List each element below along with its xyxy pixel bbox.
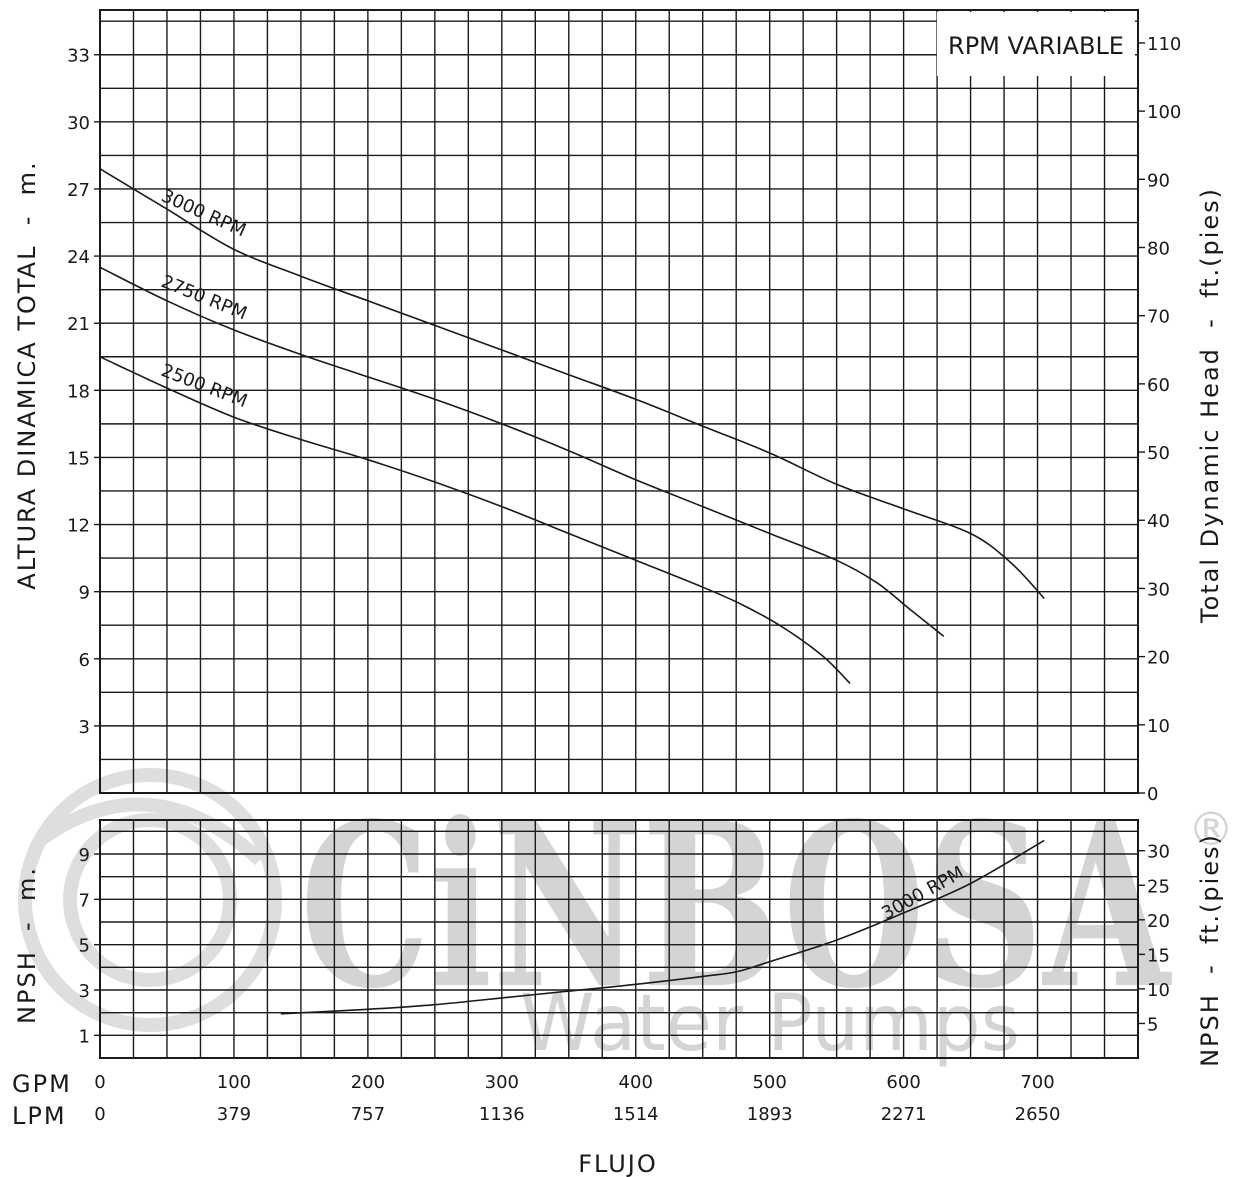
- head-curve-2750-rpm: [99, 266, 945, 638]
- lpm-row-label: LPM: [12, 1102, 67, 1130]
- head-ft-tick-label: 90: [1147, 170, 1170, 191]
- head-ft-tick-label: 50: [1147, 443, 1170, 464]
- lpm-tick-label: 0: [94, 1104, 105, 1125]
- gpm-tick-label: 300: [485, 1072, 519, 1093]
- gpm-tick-label: 200: [351, 1072, 385, 1093]
- gpm-tick-label: 400: [619, 1072, 653, 1093]
- head-curve-2500-rpm: [99, 356, 851, 684]
- head-ft-tick-label: 0: [1147, 784, 1158, 805]
- gpm-tick-label: 500: [752, 1072, 786, 1093]
- npsh-ft-tick-label: 30: [1147, 842, 1170, 863]
- head-ft-tick-label: 40: [1147, 511, 1170, 532]
- head-ft-tick-label: 10: [1147, 716, 1170, 737]
- head-ft-tick-label: 100: [1147, 102, 1181, 123]
- head-m-tick-labels: 3 6 9 12 15 18 21 24 27 30 33: [67, 46, 100, 738]
- npsh-m-tick-label: 9: [79, 845, 90, 866]
- npsh-ft-tick-label: 10: [1147, 980, 1170, 1001]
- lpm-tick-label: 1136: [479, 1104, 525, 1125]
- npsh-chart-frame: [99, 819, 1139, 1059]
- npsh-m-tick-label: 5: [79, 936, 90, 957]
- series-label-3000-top: 3000 RPM: [158, 185, 249, 241]
- npsh-ft-tick-labels: 5 10 15 20 25 30: [1138, 842, 1170, 1035]
- watermark-registered-mark: ®: [1188, 802, 1234, 856]
- head-chart-grid: [100, 10, 1138, 793]
- npsh-m-tick-label: 7: [79, 890, 90, 911]
- head-ft-tick-label: 60: [1147, 375, 1170, 396]
- lpm-tick-label: 757: [351, 1104, 385, 1125]
- head-m-tick-label: 24: [67, 247, 90, 268]
- head-m-tick-label: 21: [67, 314, 90, 335]
- chart-title: RPM VARIABLE: [948, 32, 1124, 60]
- head-ft-tick-labels: 0 10 20 30 40 50 60 70 80 90 100 110: [1138, 34, 1181, 805]
- head-m-tick-label: 15: [67, 448, 90, 469]
- lpm-tick-label: 379: [217, 1104, 251, 1125]
- title-box: [937, 12, 1135, 76]
- lpm-tick-labels: 0 379 757 1136 1514 1893 2271 2650: [94, 1104, 1060, 1125]
- head-ft-tick-label: 30: [1147, 579, 1170, 600]
- head-m-tick-label: 27: [67, 180, 90, 201]
- npsh-m-tick-label: 3: [79, 981, 90, 1002]
- head-ft-axis-label: Total Dynamic Head - ft.(pies): [1196, 187, 1224, 624]
- npsh-ft-axis-label: NPSH - ft.(pies): [1196, 833, 1224, 1067]
- head-ft-tick-label: 110: [1147, 34, 1181, 55]
- npsh-m-tick-label: 1: [79, 1026, 90, 1047]
- head-m-tick-label: 33: [67, 46, 90, 67]
- head-m-tick-label: 30: [67, 113, 90, 134]
- head-m-tick-label: 12: [67, 516, 90, 537]
- gpm-row-label: GPM: [12, 1070, 72, 1098]
- gpm-tick-label: 0: [94, 1072, 105, 1093]
- head-m-tick-label: 9: [79, 583, 90, 604]
- head-m-tick-label: 18: [67, 381, 90, 402]
- npsh-ft-tick-label: 25: [1147, 876, 1170, 897]
- gpm-tick-label: 100: [217, 1072, 251, 1093]
- series-label-2750: 2750 RPM: [158, 271, 250, 324]
- lpm-tick-label: 1514: [613, 1104, 659, 1125]
- head-m-tick-label: 6: [79, 650, 90, 671]
- head-chart-frame: [99, 9, 1139, 794]
- head-ft-tick-label: 80: [1147, 238, 1170, 259]
- head-m-axis-label: ALTURA DINAMICA TOTAL - m.: [13, 160, 41, 589]
- npsh-ft-tick-label: 15: [1147, 945, 1170, 966]
- npsh-m-axis-label: NPSH - m.: [13, 866, 41, 1024]
- npsh-chart-grid: [100, 820, 1138, 1058]
- lpm-tick-label: 2650: [1015, 1104, 1061, 1125]
- head-curve-3000-rpm: [99, 168, 1045, 599]
- lpm-tick-label: 2271: [881, 1104, 927, 1125]
- npsh-ft-tick-label: 5: [1147, 1014, 1158, 1035]
- npsh-ft-tick-label: 20: [1147, 911, 1170, 932]
- gpm-tick-label: 700: [1020, 1072, 1054, 1093]
- curves: [99, 168, 1045, 1015]
- head-ft-tick-label: 70: [1147, 307, 1170, 328]
- flow-axis-label: FLUJO: [578, 1150, 658, 1177]
- head-ft-tick-label: 20: [1147, 648, 1170, 669]
- npsh-curve-3000-rpm: [280, 839, 1045, 1015]
- lpm-tick-label: 1893: [747, 1104, 793, 1125]
- gpm-tick-label: 600: [886, 1072, 920, 1093]
- head-m-tick-label: 3: [79, 717, 90, 738]
- gpm-tick-labels: 0 100 200 300 400 500 600 700: [94, 1072, 1054, 1093]
- npsh-m-tick-labels: 1 3 5 7 9: [79, 845, 100, 1047]
